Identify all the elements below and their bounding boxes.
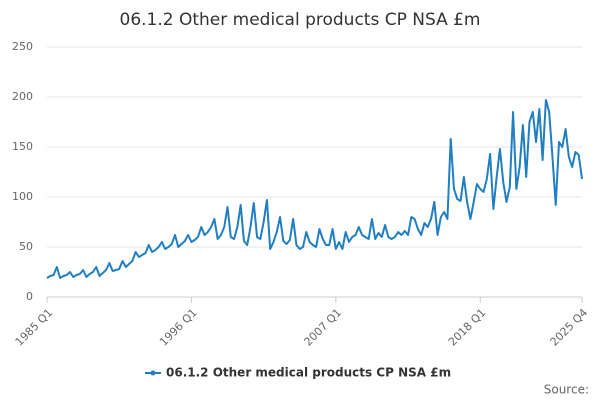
y-tick-label: 100 — [12, 190, 33, 203]
x-tick-label: 1985 Q1 — [13, 306, 56, 349]
chart-title: 06.1.2 Other medical products CP NSA £m — [120, 10, 481, 30]
y-tick-label: 0 — [26, 290, 33, 303]
legend-marker — [150, 370, 156, 376]
y-tick-label: 50 — [19, 240, 33, 253]
source: Source: — [544, 383, 589, 397]
x-tick-label: 2007 Q1 — [302, 306, 345, 349]
x-tick-label: 1996 Q1 — [157, 306, 200, 349]
x-tick-label: 2025 Q4 — [548, 306, 591, 349]
y-tick-label: 200 — [12, 90, 33, 103]
y-tick-label: 250 — [12, 40, 33, 53]
y-tick-label: 150 — [12, 140, 33, 153]
legend-label: 06.1.2 Other medical products CP NSA £m — [166, 366, 451, 380]
data-line — [46, 99, 583, 279]
x-tick-label: 2018 Q1 — [446, 306, 489, 349]
